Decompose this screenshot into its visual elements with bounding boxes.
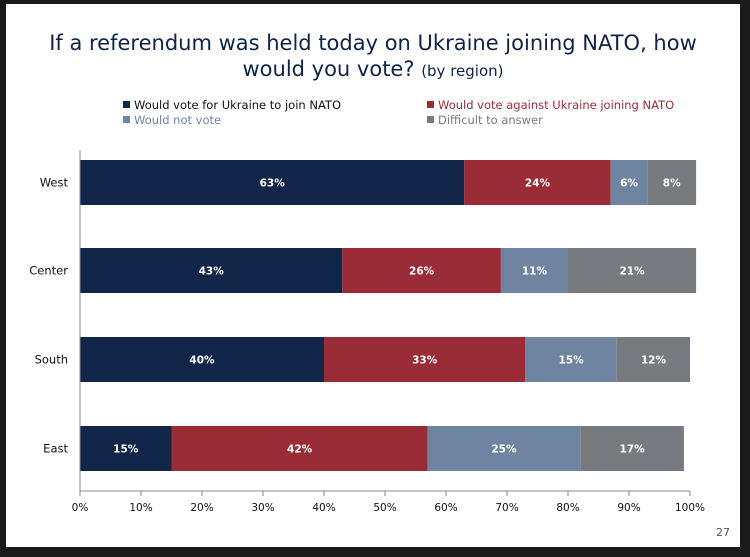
data-label-west-difficult: 8%: [663, 178, 681, 190]
legend-not-vote-label: Would not vote: [134, 113, 222, 127]
bar-west-against: [464, 160, 611, 205]
bar-east-join: [80, 426, 172, 471]
data-label-east-difficult: 17%: [619, 444, 645, 456]
legend-difficult-label: Difficult to answer: [438, 113, 543, 127]
legend-difficult: Difficult to answer: [427, 113, 543, 127]
data-label-west-against: 24%: [525, 178, 551, 190]
data-label-west-join: 63%: [260, 178, 286, 190]
bar-south-difficult: [616, 337, 690, 382]
bar-south-against: [324, 337, 526, 382]
category-label-center: Center: [29, 264, 68, 278]
title-line-1: If a referendum was held today on Ukrain…: [49, 31, 697, 55]
x-tick-label: 30%: [251, 502, 274, 514]
data-label-south-not-vote: 15%: [558, 355, 584, 367]
x-tick-label: 60%: [434, 502, 457, 514]
bar-south-not-vote: [525, 337, 617, 382]
category-label-west: West: [40, 176, 69, 190]
x-tick-label: 40%: [312, 502, 335, 514]
x-tick-label: 50%: [373, 502, 396, 514]
category-label-south: South: [35, 353, 68, 367]
x-axis: West Center South East 0% 10% 20% 30% 40% 50% 60% 7…: [29, 150, 705, 514]
data-label-center-not-vote: 11%: [522, 266, 548, 278]
x-tick-label: 70%: [495, 502, 518, 514]
title-suffix: (by region): [421, 62, 504, 80]
bar-west-join: [80, 160, 465, 205]
data-label-east-against: 42%: [287, 444, 313, 456]
legend-against-label: Would vote against Ukraine joining NATO: [438, 98, 675, 112]
x-tick-label: 0%: [72, 502, 89, 514]
x-tick-label: 90%: [617, 502, 640, 514]
title-line-2: would you vote?: [242, 57, 415, 81]
bar-west-not-vote: [610, 160, 648, 205]
data-label-center-join: 43%: [199, 266, 225, 278]
data-label-east-not-vote: 25%: [491, 444, 517, 456]
bar-west-difficult: [647, 160, 697, 205]
bar-east-not-vote: [427, 426, 581, 471]
x-tick-label: 80%: [556, 502, 579, 514]
page-number: 27: [716, 526, 730, 539]
legend-join: Would vote for Ukraine to join NATO: [123, 98, 341, 112]
legend-not-vote: Would not vote: [123, 113, 221, 127]
legend-difficult-swatch: [427, 116, 434, 123]
legend-join-label: Would vote for Ukraine to join NATO: [134, 98, 342, 112]
data-label-south-against: 33%: [412, 355, 438, 367]
bar-east-against: [171, 426, 428, 471]
chart-title: If a referendum was held today on Ukrain…: [6, 30, 740, 84]
bar-east-difficult: [580, 426, 684, 471]
data-label-east-join: 15%: [113, 444, 139, 456]
data-label-south-difficult: 12%: [641, 355, 667, 367]
bar-center-against: [342, 248, 501, 293]
bars-group: 63% 24% 6% 8% 43% 26% 11% 21% 40% 33% 15% 12% 15% 42%…: [80, 160, 697, 471]
legend-against-swatch: [427, 101, 434, 108]
bar-center-not-vote: [500, 248, 568, 293]
category-label-east: East: [43, 442, 68, 456]
data-label-center-difficult: 21%: [619, 266, 645, 278]
x-tick-label: 100%: [675, 502, 705, 514]
data-label-west-not-vote: 6%: [620, 178, 638, 190]
bar-center-difficult: [568, 248, 697, 293]
legend-not-vote-swatch: [123, 116, 130, 123]
slide: If a referendum was held today on Ukrain…: [6, 4, 740, 547]
data-label-south-join: 40%: [189, 355, 215, 367]
legend-against: Would vote against Ukraine joining NATO: [427, 98, 674, 112]
stacked-bar-chart: 63% 24% 6% 8% 43% 26% 11% 21% 40% 33% 15% 12% 15% 42%…: [29, 150, 705, 514]
bar-center-join: [80, 248, 343, 293]
legend-join-swatch: [123, 101, 130, 108]
x-tick-label: 20%: [190, 502, 213, 514]
bar-south-join: [80, 337, 324, 382]
x-tick-label: 10%: [129, 502, 152, 514]
data-label-center-against: 26%: [409, 266, 435, 278]
